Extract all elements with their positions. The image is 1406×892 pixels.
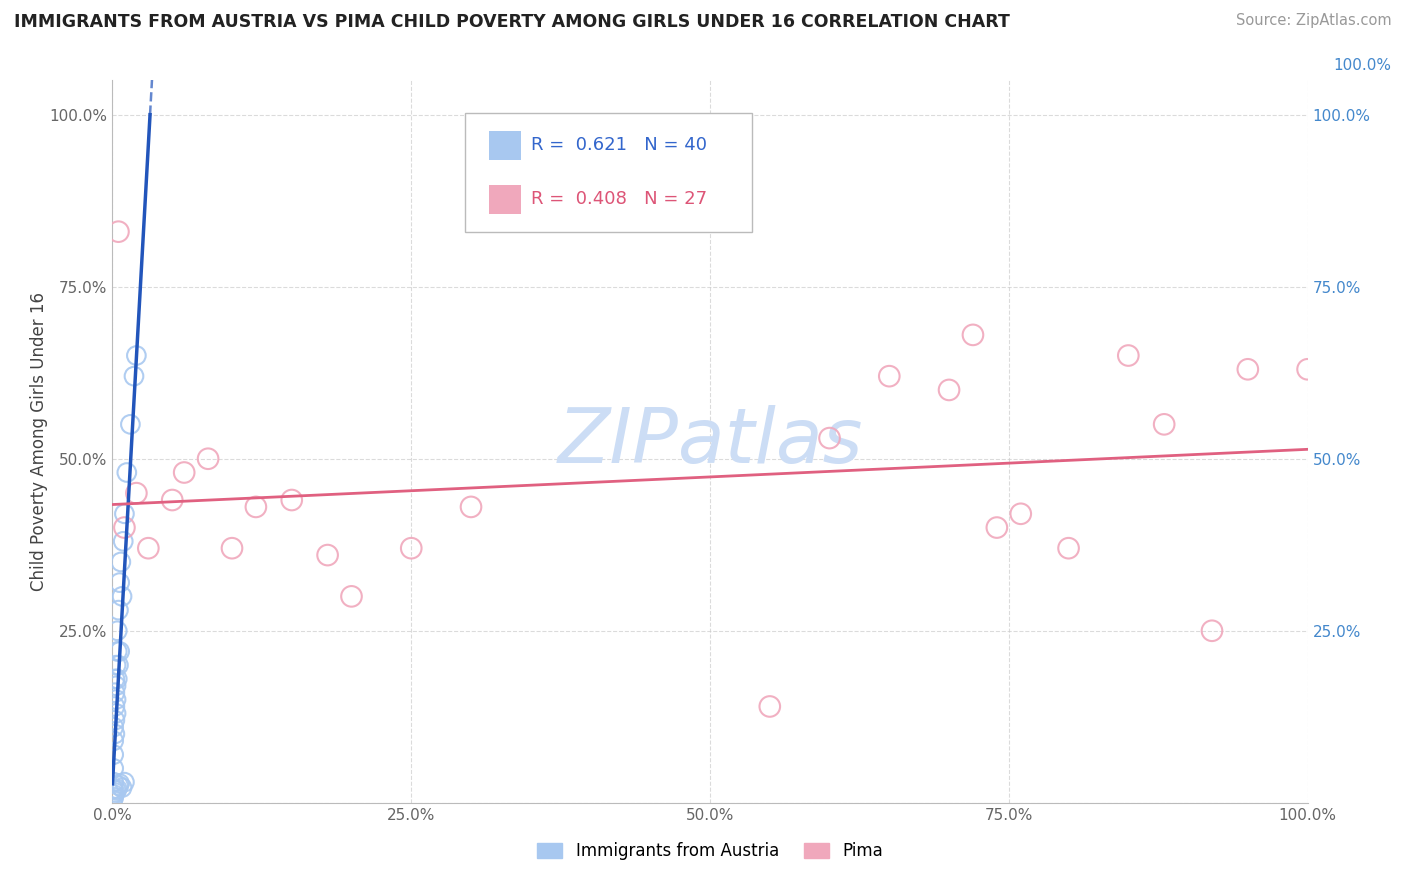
Point <box>101 782 124 797</box>
Point <box>103 747 125 762</box>
Point <box>818 431 841 445</box>
Point <box>111 590 134 604</box>
Point <box>104 713 127 727</box>
Point <box>104 686 127 700</box>
Point <box>138 541 160 556</box>
Point <box>115 466 138 480</box>
Point <box>401 541 423 556</box>
Point <box>340 590 363 604</box>
Point <box>460 500 482 514</box>
Point <box>1237 362 1260 376</box>
Point <box>105 706 128 721</box>
Y-axis label: Child Poverty Among Girls Under 16: Child Poverty Among Girls Under 16 <box>30 292 48 591</box>
Point <box>104 699 127 714</box>
Point <box>1153 417 1175 432</box>
Point <box>114 507 135 521</box>
Point <box>986 520 1008 534</box>
Point <box>125 349 148 363</box>
Point <box>105 658 128 673</box>
Point <box>197 451 219 466</box>
Point <box>108 776 131 790</box>
Point <box>101 792 124 806</box>
Point <box>105 672 128 686</box>
Point <box>1201 624 1223 638</box>
FancyBboxPatch shape <box>489 131 522 160</box>
Text: R =  0.621   N = 40: R = 0.621 N = 40 <box>531 136 707 154</box>
Point <box>1010 507 1032 521</box>
Point <box>108 575 131 590</box>
Point <box>104 672 127 686</box>
FancyBboxPatch shape <box>489 185 522 214</box>
Legend: Immigrants from Austria, Pima: Immigrants from Austria, Pima <box>530 836 890 867</box>
Point <box>108 644 131 658</box>
Point <box>125 486 148 500</box>
Point <box>114 775 135 789</box>
Text: Source: ZipAtlas.com: Source: ZipAtlas.com <box>1236 13 1392 29</box>
Point <box>162 493 183 508</box>
Point <box>107 603 129 617</box>
Point <box>103 761 125 775</box>
Point <box>281 493 304 508</box>
Point <box>105 679 128 693</box>
Point <box>104 727 127 741</box>
Point <box>245 500 267 514</box>
Text: ZIPatlas: ZIPatlas <box>557 405 863 478</box>
Point <box>120 417 142 432</box>
Text: IMMIGRANTS FROM AUSTRIA VS PIMA CHILD POVERTY AMONG GIRLS UNDER 16 CORRELATION C: IMMIGRANTS FROM AUSTRIA VS PIMA CHILD PO… <box>14 13 1010 31</box>
Point <box>111 780 134 795</box>
Point <box>114 520 135 534</box>
Point <box>759 699 782 714</box>
Point <box>107 658 129 673</box>
Point <box>103 790 125 805</box>
Point <box>105 782 128 797</box>
Point <box>105 624 128 638</box>
Point <box>1118 349 1140 363</box>
Point <box>103 734 125 748</box>
FancyBboxPatch shape <box>465 112 752 232</box>
Point <box>112 534 135 549</box>
Point <box>103 775 125 789</box>
Point <box>938 383 960 397</box>
Point <box>173 466 195 480</box>
Point <box>103 788 125 802</box>
Point <box>107 779 129 793</box>
Point <box>879 369 901 384</box>
Point <box>105 783 128 797</box>
Point <box>316 548 339 562</box>
Point <box>221 541 243 556</box>
Point <box>122 369 145 384</box>
Text: 100.0%: 100.0% <box>1333 58 1392 73</box>
Point <box>105 692 128 706</box>
Point <box>107 225 129 239</box>
Point <box>1296 362 1319 376</box>
Point <box>103 720 125 734</box>
Point <box>105 644 128 658</box>
Point <box>962 327 984 342</box>
Point <box>110 555 132 569</box>
Point <box>1057 541 1080 556</box>
Text: R =  0.408   N = 27: R = 0.408 N = 27 <box>531 191 707 209</box>
Point <box>104 785 127 799</box>
